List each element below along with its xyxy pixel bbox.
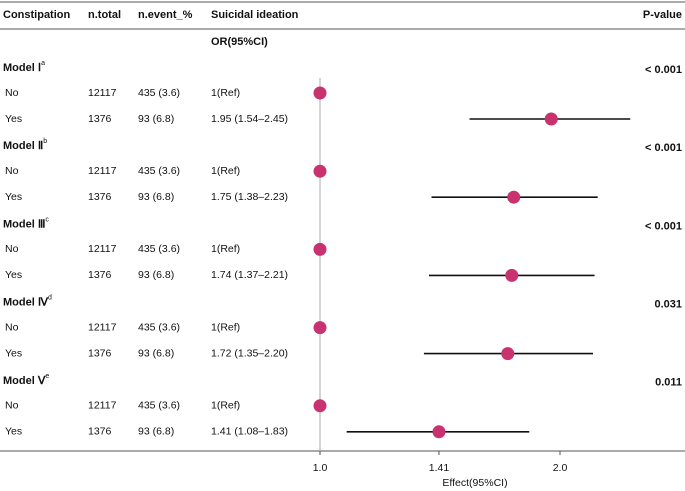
group-label: No	[5, 87, 19, 99]
n-total: 1376	[88, 269, 112, 281]
or-text: 1.72 (1.35–2.20)	[211, 347, 288, 359]
n-total: 1376	[88, 191, 112, 203]
x-tick-label: 1.41	[429, 462, 450, 474]
or-point	[432, 425, 446, 439]
group-label: Yes	[5, 269, 22, 281]
n-event: 93 (6.8)	[138, 269, 174, 281]
n-event: 435 (3.6)	[138, 400, 180, 412]
or-point	[501, 347, 515, 361]
or-point	[313, 164, 327, 178]
group-label: Yes	[5, 347, 22, 359]
model-name: Model Ⅱ	[3, 140, 43, 152]
x-tick-label: 2.0	[553, 462, 568, 474]
model-superscript: d	[48, 294, 52, 301]
or-text: 1.75 (1.38–2.23)	[211, 191, 288, 203]
n-event: 435 (3.6)	[138, 321, 180, 333]
group-label: No	[5, 321, 19, 333]
column-header: Suicidal ideation	[211, 9, 299, 21]
or-point	[505, 268, 519, 282]
or-text: 1.95 (1.54–2.45)	[211, 113, 288, 125]
model-label: Model Ⅴe	[3, 373, 49, 387]
or-point	[507, 190, 521, 204]
or-text: 1(Ref)	[211, 165, 240, 177]
n-event: 93 (6.8)	[138, 426, 174, 438]
group-label: Yes	[5, 113, 22, 125]
or-text: 1(Ref)	[211, 321, 240, 333]
p-value: < 0.001	[645, 142, 682, 154]
model-label: Model Ⅱb	[3, 138, 47, 152]
p-value: 0.011	[655, 377, 682, 389]
model-label: Model Ⅲc	[3, 216, 49, 230]
group-label: Yes	[5, 426, 22, 438]
p-value: 0.031	[654, 299, 682, 311]
n-event: 435 (3.6)	[138, 165, 180, 177]
or-text: 1.41 (1.08–1.83)	[211, 426, 288, 438]
effect-subheader: OR(95%CI)	[211, 36, 268, 48]
model-superscript: b	[43, 138, 47, 145]
or-text: 1(Ref)	[211, 243, 240, 255]
n-total: 12117	[88, 243, 117, 255]
column-header: P-value	[643, 9, 682, 21]
n-total: 12117	[88, 165, 117, 177]
p-value: < 0.001	[645, 220, 682, 232]
or-point	[313, 86, 327, 100]
model-superscript: e	[45, 373, 49, 380]
n-total: 1376	[88, 113, 112, 125]
n-event: 435 (3.6)	[138, 87, 180, 99]
model-label: Model Ⅳd	[3, 294, 52, 308]
column-header: n.total	[88, 9, 121, 21]
model-name: Model Ⅰ	[3, 62, 41, 74]
n-total: 1376	[88, 426, 112, 438]
model-name: Model Ⅴ	[3, 375, 46, 387]
or-text: 1(Ref)	[211, 87, 240, 99]
n-event: 93 (6.8)	[138, 347, 174, 359]
or-point	[313, 242, 327, 256]
n-event: 93 (6.8)	[138, 113, 174, 125]
group-label: Yes	[5, 191, 22, 203]
or-point	[313, 321, 327, 335]
n-total: 12117	[88, 400, 117, 412]
n-total: 1376	[88, 347, 112, 359]
x-tick-label: 1.0	[313, 462, 328, 474]
model-label: Model Ⅰa	[3, 60, 45, 74]
column-header: Constipation	[3, 9, 70, 21]
n-event: 93 (6.8)	[138, 191, 174, 203]
or-text: 1.74 (1.37–2.21)	[211, 269, 288, 281]
model-superscript: a	[41, 60, 45, 67]
group-label: No	[5, 243, 19, 255]
x-axis-label: Effect(95%CI)	[442, 477, 507, 489]
model-name: Model Ⅲ	[3, 218, 45, 230]
group-label: No	[5, 400, 19, 412]
n-event: 435 (3.6)	[138, 243, 180, 255]
p-value: < 0.001	[645, 64, 682, 76]
or-point	[544, 112, 558, 126]
group-label: No	[5, 165, 19, 177]
model-name: Model Ⅳ	[3, 297, 49, 309]
n-total: 12117	[88, 321, 117, 333]
or-text: 1(Ref)	[211, 400, 240, 412]
column-header: n.event_%	[138, 9, 193, 21]
n-total: 12117	[88, 87, 117, 99]
or-point	[313, 399, 327, 413]
model-superscript: c	[45, 216, 49, 223]
